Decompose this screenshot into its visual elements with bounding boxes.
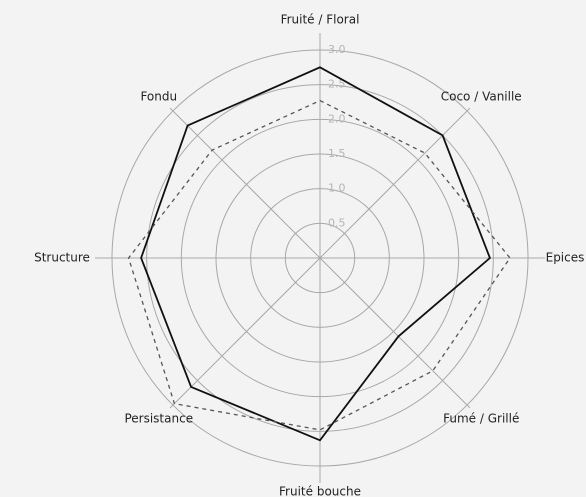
axis-line [169,257,321,409]
axis-line [319,257,471,409]
axis-label: Fumé / Grillé [443,412,519,426]
r-tick-label: 2.5 [328,78,346,91]
r-tick-label: 3.0 [328,43,346,56]
axis-label: Fruité bouche [279,485,361,497]
series-line [127,99,511,431]
axis-label: Persistance [124,412,193,426]
axis-label: Fruité / Floral [281,13,360,27]
r-tick-label: 0.5 [328,216,346,229]
r-tick-label: 1.0 [328,182,346,195]
r-tick-label: 1.5 [328,147,346,160]
axis-label: Structure [34,251,90,265]
axis-line [319,107,471,259]
r-tick-label: 2.0 [328,112,346,125]
series-line [140,66,491,442]
axis-label: Epices [546,251,585,265]
axis-label: Coco / Vanille [441,89,522,103]
axis-label: Fondu [140,89,177,103]
axis-line [169,107,321,259]
